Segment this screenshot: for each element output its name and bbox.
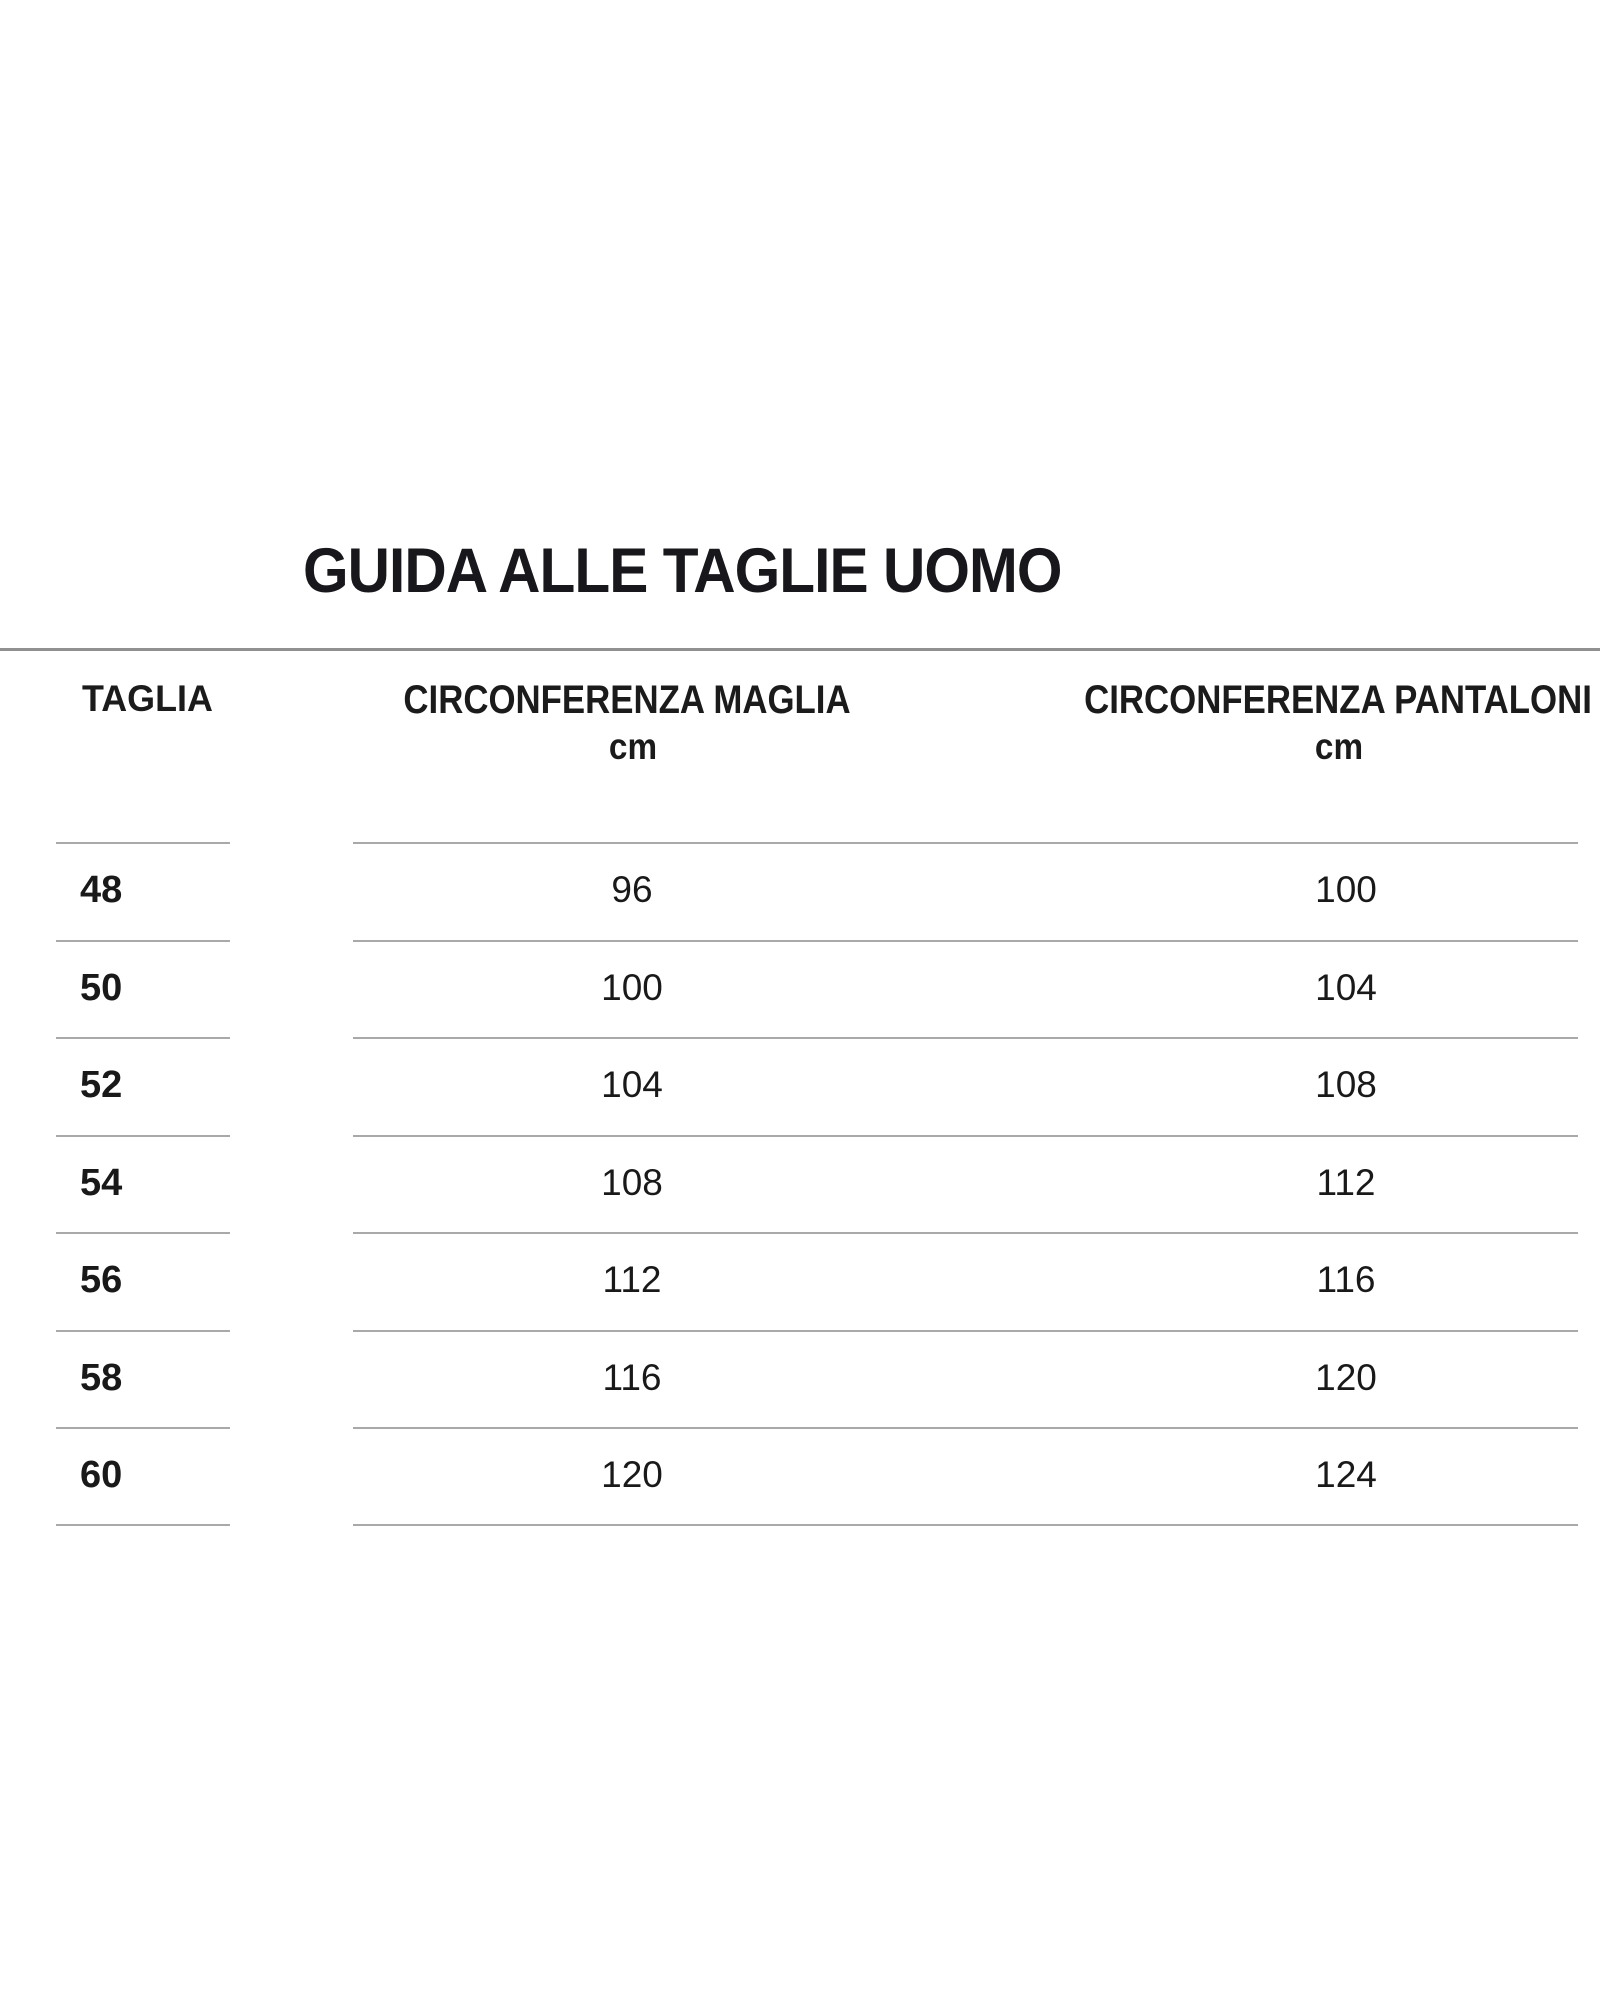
size-cell: 50 [80, 967, 123, 1009]
header-rule [0, 648, 1600, 651]
unit-label-pantaloni: cm [1314, 726, 1364, 767]
row-divider-right [353, 1427, 1578, 1429]
pantaloni-cell: 124 [1315, 1454, 1377, 1495]
row-divider-left [56, 1037, 230, 1039]
size-cell: 54 [80, 1162, 123, 1204]
column-header-taglia: TAGLIA [82, 678, 213, 719]
maglia-cell: 104 [601, 1064, 663, 1105]
row-divider-right [353, 1330, 1578, 1332]
row-divider-left [56, 940, 230, 942]
row-divider-left [56, 1232, 230, 1234]
maglia-cell: 108 [601, 1162, 663, 1203]
row-divider-left [56, 1135, 230, 1137]
row-divider-right [353, 1037, 1578, 1039]
row-divider-right [353, 1135, 1578, 1137]
size-cell: 52 [80, 1064, 123, 1106]
row-divider-right [353, 940, 1578, 942]
column-header-pantaloni: CIRCONFERENZA PANTALONI [1084, 678, 1592, 722]
maglia-cell: 120 [601, 1454, 663, 1495]
maglia-cell: 112 [602, 1259, 662, 1300]
row-divider-left [56, 842, 230, 844]
row-divider-left [56, 1427, 230, 1429]
size-cell: 60 [80, 1454, 123, 1496]
size-cell: 56 [80, 1259, 123, 1301]
size-cell: 58 [80, 1357, 123, 1399]
column-header-maglia: CIRCONFERENZA MAGLIA [403, 678, 851, 722]
pantaloni-cell: 112 [1316, 1162, 1376, 1203]
row-divider-left [56, 1330, 230, 1332]
row-divider-left [56, 1524, 230, 1526]
pantaloni-cell: 116 [1316, 1259, 1376, 1300]
maglia-cell: 96 [611, 869, 653, 910]
row-divider-right [353, 842, 1578, 844]
row-divider-right [353, 1524, 1578, 1526]
page-title: GUIDA ALLE TAGLIE UOMO [303, 536, 1062, 607]
pantaloni-cell: 104 [1315, 967, 1377, 1008]
unit-label-maglia: cm [608, 726, 658, 767]
maglia-cell: 100 [601, 967, 663, 1008]
size-cell: 48 [80, 869, 123, 911]
pantaloni-cell: 108 [1315, 1064, 1377, 1105]
pantaloni-cell: 100 [1315, 869, 1377, 910]
pantaloni-cell: 120 [1315, 1357, 1377, 1398]
maglia-cell: 116 [602, 1357, 662, 1398]
row-divider-right [353, 1232, 1578, 1234]
